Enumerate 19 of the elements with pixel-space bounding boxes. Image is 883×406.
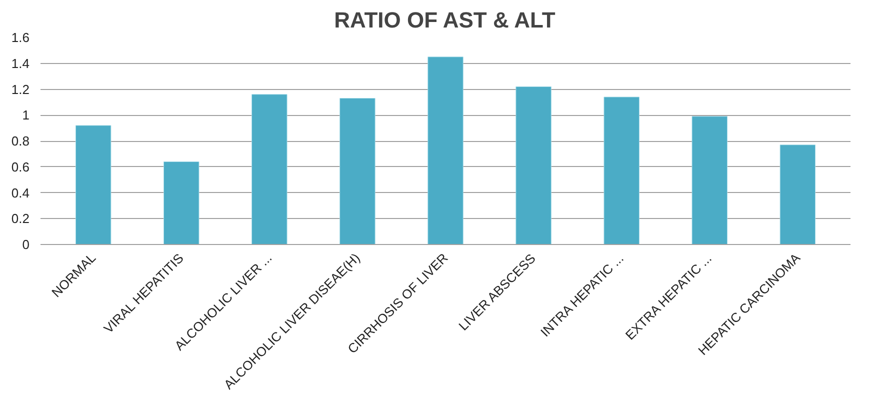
y-tick-label: 1 [22,108,30,123]
bar [252,94,288,244]
bar [164,161,200,244]
y-tick-label: 0.2 [11,211,30,226]
y-tick-label: 1.4 [11,56,30,71]
y-tick-label: 0.4 [11,185,30,200]
bar [604,96,640,244]
y-tick-label: 0.8 [11,134,30,148]
bar [692,116,728,244]
bar [516,86,552,244]
bar [340,98,376,244]
y-tick-label: 0.6 [11,159,30,174]
bar [75,125,112,244]
bar [428,56,464,244]
y-tick-label: 1.2 [11,82,30,97]
y-tick-label: 0 [22,237,30,252]
y-tick-label: 1.6 [11,30,30,45]
bar [780,144,816,244]
chart-title: RATIO OF AST & ALT [334,8,556,32]
